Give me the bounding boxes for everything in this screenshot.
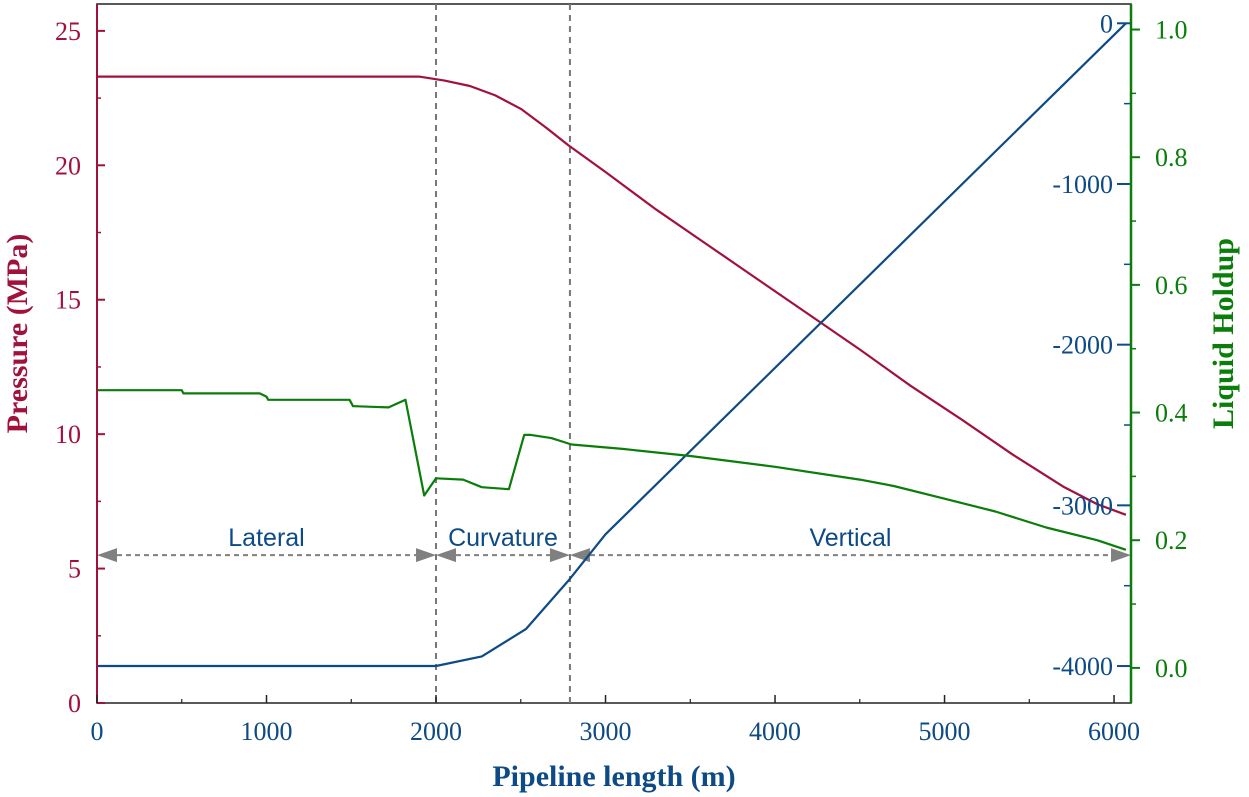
pressure-tick-label: 10	[55, 420, 81, 449]
pressure-tick-label: 5	[68, 555, 81, 584]
region-label-lateral: Lateral	[228, 524, 304, 552]
depth-tick-label: -4000	[1052, 652, 1113, 681]
region-arrowhead-left-0	[97, 548, 117, 563]
x-tick-label: 0	[91, 717, 104, 746]
plot-area	[96, 3, 1132, 704]
series-pressure	[97, 75, 1127, 516]
x-axis-title: Pipeline length (m)	[492, 760, 735, 793]
x-tick-label: 4000	[749, 717, 801, 746]
x-tick-label: 2000	[410, 717, 462, 746]
pressure-axis: 0 5 10 15 20 25	[55, 4, 105, 718]
region-label-curvature: Curvature	[448, 524, 558, 552]
holdup-tick-label: 1.0	[1155, 16, 1188, 45]
holdup-axis-title: Liquid Holdup	[1207, 238, 1240, 429]
region-label-vertical: Vertical	[809, 524, 891, 552]
pressure-axis-title: Pressure (MPa)	[1, 234, 34, 434]
pressure-tick-label: 15	[55, 286, 81, 315]
pressure-tick-label: 25	[55, 17, 81, 46]
plot-frame	[96, 3, 1132, 704]
series-depth	[97, 22, 1127, 668]
depth-axis: 0 -1000 -2000 -3000 -4000	[1052, 9, 1131, 681]
x-tick-label: 6000	[1088, 717, 1140, 746]
series-lines	[97, 22, 1127, 668]
reference-lines	[435, 4, 571, 703]
holdup-tick-label: 0.2	[1155, 526, 1188, 555]
depth-tick-label: -3000	[1052, 491, 1113, 520]
pressure-tick-label: 20	[55, 151, 81, 180]
holdup-tick-label: 0.8	[1155, 143, 1188, 172]
series-liquid-holdup	[97, 389, 1127, 551]
depth-tick-label: 0	[1100, 9, 1113, 38]
depth-tick-label: -2000	[1052, 331, 1113, 360]
holdup-axis: 0.0 0.2 0.4 0.6 0.8 1.0	[1129, 4, 1188, 703]
region-arrowhead-right-1	[549, 548, 570, 563]
region-arrowhead-left-2	[569, 548, 590, 563]
x-tick-label: 1000	[241, 717, 293, 746]
x-tick-label: 3000	[580, 717, 632, 746]
region-arrows: Lateral Curvature Vertical	[97, 524, 1131, 563]
region-arrowhead-right-2	[1111, 548, 1131, 563]
pressure-tick-label: 0	[68, 689, 81, 718]
region-arrowhead-right-0	[416, 548, 437, 563]
x-tick-label: 5000	[919, 717, 971, 746]
holdup-tick-label: 0.4	[1155, 399, 1188, 428]
holdup-tick-label: 0.0	[1155, 654, 1188, 683]
depth-tick-label: -1000	[1052, 170, 1113, 199]
region-arrowhead-left-1	[436, 548, 457, 563]
holdup-tick-label: 0.6	[1155, 271, 1188, 300]
x-axis: 0 1000 2000 3000 4000 5000 6000	[91, 695, 1140, 746]
